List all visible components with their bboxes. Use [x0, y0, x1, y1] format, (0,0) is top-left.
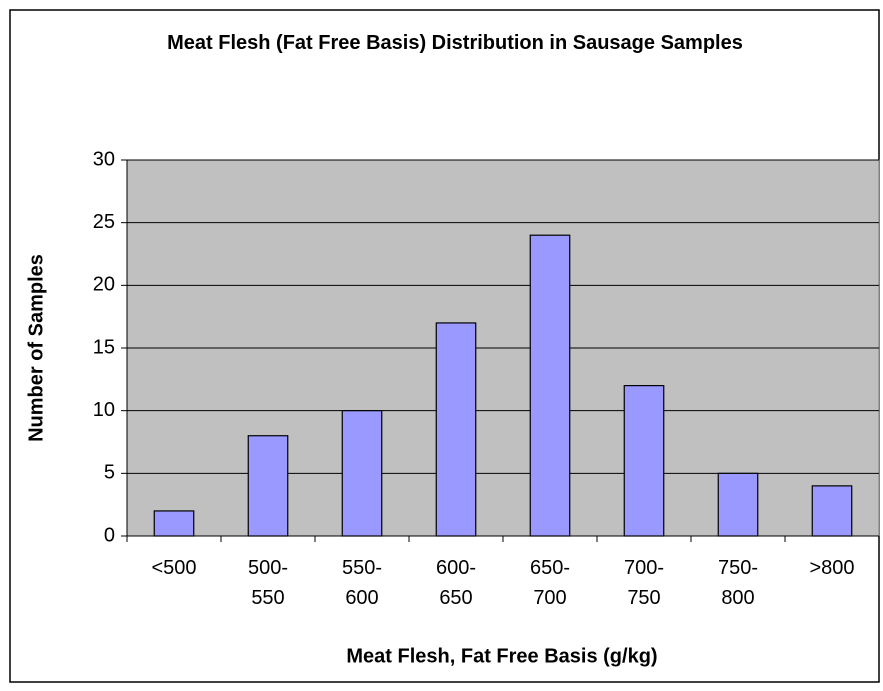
title-box: Meat Flesh (Fat Free Basis) Distribution… [167, 32, 743, 54]
bar [153, 510, 195, 537]
x-tick-label: 600-650 [435, 557, 477, 609]
bar [341, 410, 383, 537]
bar [529, 234, 571, 537]
x-tick-label: 750-800 [717, 557, 759, 609]
y-tick-label: 15 [93, 336, 115, 358]
x-tick-label: 550-600 [341, 557, 383, 609]
bar [435, 322, 477, 537]
y-tick-label: 25 [93, 211, 115, 233]
y-tick-label: 10 [93, 399, 115, 421]
x-tick-label: 650-700 [529, 557, 571, 609]
bar [717, 472, 759, 537]
chart-title: Meat Flesh (Fat Free Basis) Distribution… [167, 32, 743, 54]
y-axis-title: Number of Samples [25, 254, 47, 442]
y-tick-label: 0 [104, 524, 115, 546]
y-tick-label: 30 [93, 148, 115, 170]
x-tick-label: 500-550 [247, 557, 289, 609]
y-tick-label: 20 [93, 274, 115, 296]
y-tick-label: 5 [104, 462, 115, 484]
x-tick-label: >800 [809, 557, 855, 579]
x-tick-label: <500 [151, 557, 197, 579]
bar [623, 385, 665, 537]
x-axis-title: Meat Flesh, Fat Free Basis (g/kg) [346, 645, 657, 667]
bar [247, 435, 289, 537]
bar [811, 485, 853, 537]
x-tick-label: 700-750 [623, 557, 665, 609]
